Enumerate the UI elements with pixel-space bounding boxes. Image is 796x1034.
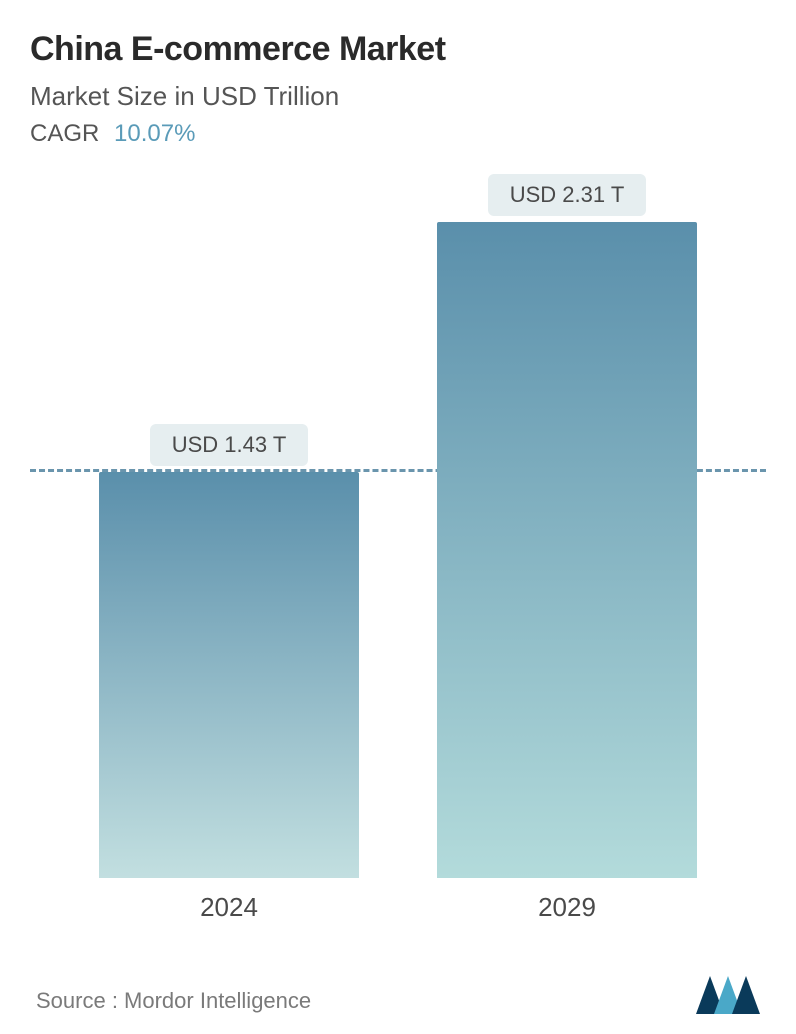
source-text: Source : Mordor Intelligence bbox=[36, 988, 311, 1014]
bar bbox=[99, 472, 359, 878]
x-axis-label: 2024 bbox=[99, 892, 359, 923]
chart-plot: USD 1.43 T USD 2.31 T bbox=[30, 168, 766, 878]
bars-row: USD 1.43 T USD 2.31 T bbox=[30, 168, 766, 878]
cagr-label: CAGR bbox=[30, 120, 99, 147]
bar bbox=[437, 222, 697, 878]
cagr-row: CAGR 10.07% bbox=[30, 120, 766, 148]
chart-title: China E-commerce Market bbox=[30, 30, 766, 69]
bar-value-label: USD 2.31 T bbox=[488, 174, 647, 216]
chart-subtitle: Market Size in USD Trillion bbox=[30, 81, 766, 112]
chart-area: USD 1.43 T USD 2.31 T 2024 2029 bbox=[30, 168, 766, 940]
chart-container: China E-commerce Market Market Size in U… bbox=[0, 0, 796, 1034]
chart-footer: Source : Mordor Intelligence bbox=[30, 970, 766, 1014]
bar-group: USD 2.31 T bbox=[437, 174, 697, 878]
x-axis-labels: 2024 2029 bbox=[30, 878, 766, 923]
bar-group: USD 1.43 T bbox=[99, 424, 359, 878]
brand-logo-icon bbox=[696, 970, 760, 1014]
bar-value-label: USD 1.43 T bbox=[150, 424, 309, 466]
cagr-value: 10.07% bbox=[114, 120, 195, 147]
x-axis-label: 2029 bbox=[437, 892, 697, 923]
